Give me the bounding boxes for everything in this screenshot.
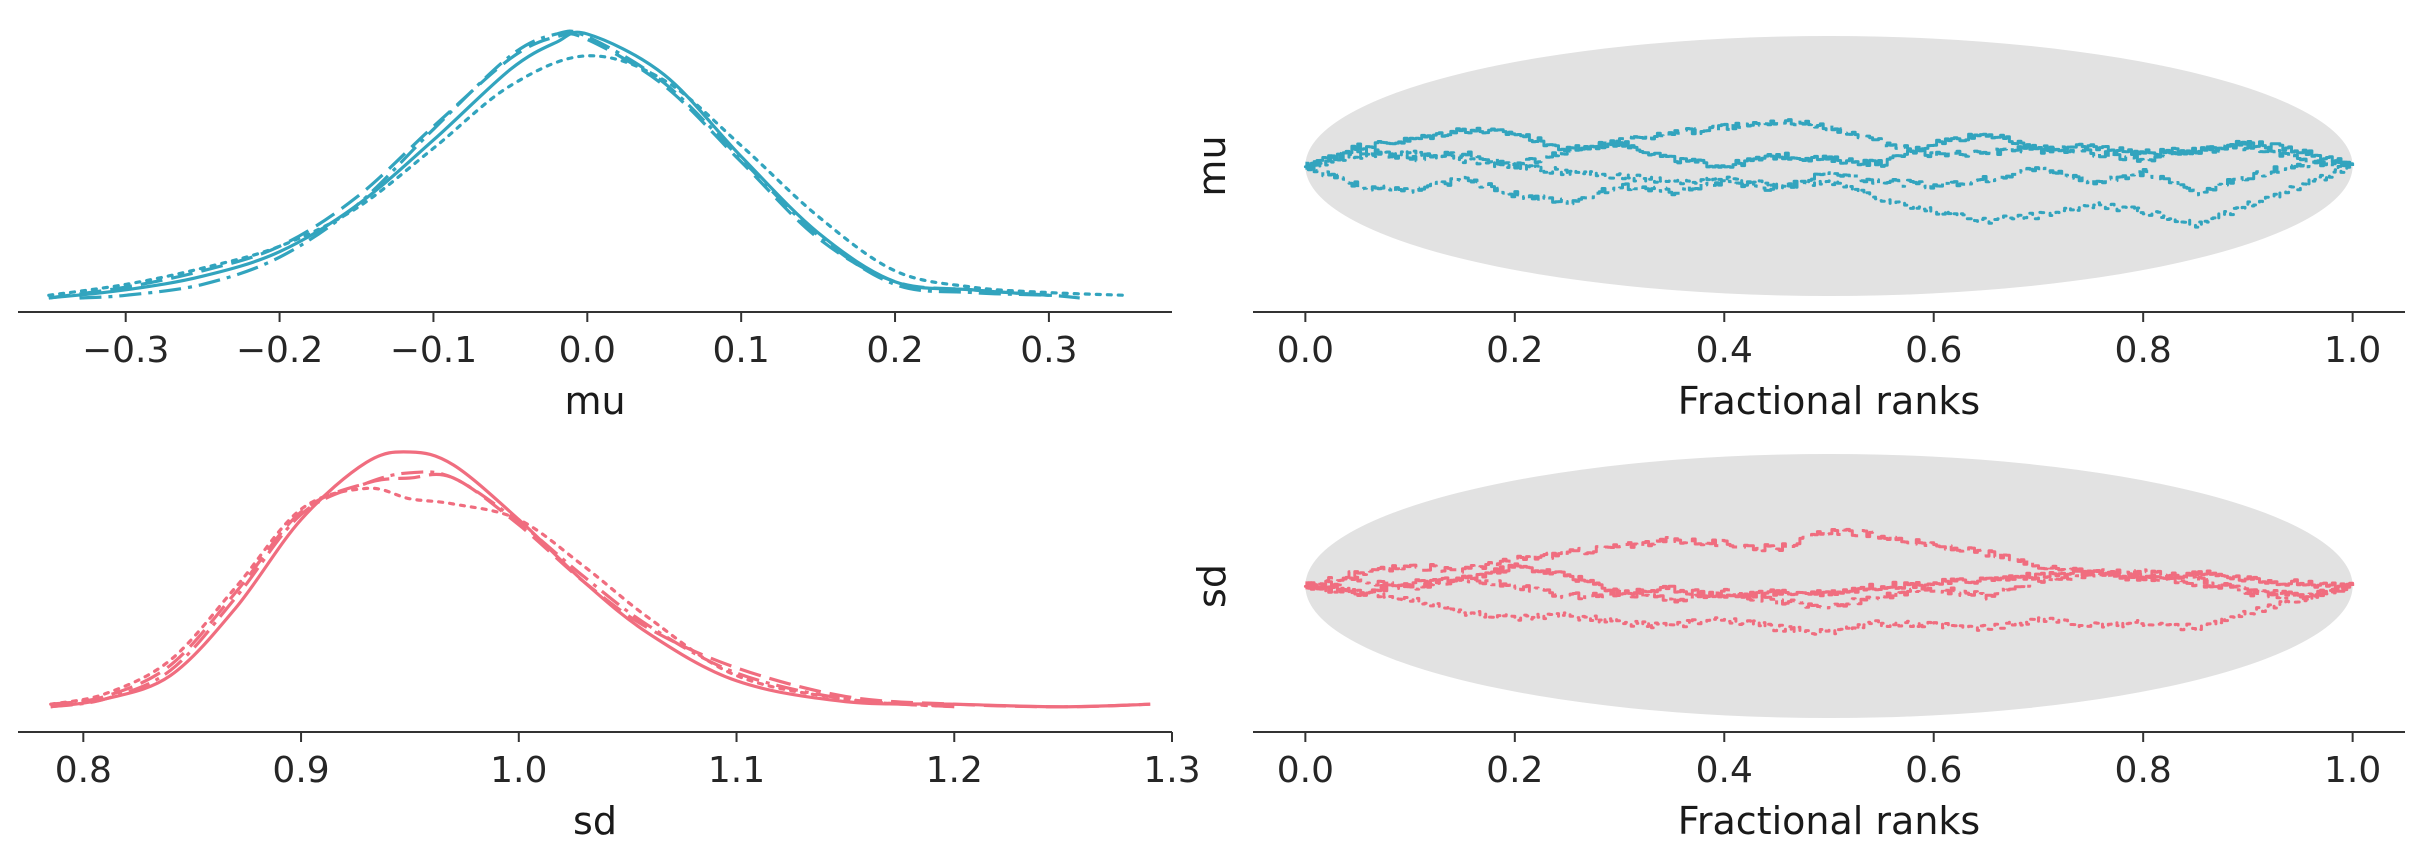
sd-rank-y-axis-label: sd	[1190, 564, 1234, 608]
mu-rank-x-tick-label: 1.0	[2324, 330, 2381, 371]
mu-rank-series-dashed	[1305, 118, 2355, 170]
mu-rank-x-axis-label: Fractional ranks	[1678, 379, 1980, 423]
sd-density-x-tick-label: 1.0	[490, 750, 547, 791]
mu-density-x-tick-label: 0.0	[559, 330, 616, 371]
mu-rank-y-axis-label: mu	[1190, 135, 1234, 196]
mu-rank-x-tick-label: 0.0	[1277, 330, 1334, 371]
mu-density-series-dotted	[47, 54, 1128, 297]
sd-density-series-solid	[50, 450, 1151, 709]
mu-density-series-dashed	[48, 32, 1050, 300]
mu-density-series-solid	[48, 30, 1050, 300]
sd-rank-x-tick-label: 0.6	[1905, 750, 1962, 791]
sd-rank-x-tick-label: 0.2	[1486, 750, 1543, 791]
sd-density-series-dashed	[50, 472, 1151, 709]
sd-rank-x-axis-label: Fractional ranks	[1678, 799, 1980, 843]
sd-density-x-tick-label: 1.3	[1143, 750, 1200, 791]
sd-density-plot: 0.8 0.9 1.0 1.1 1.2 1.3 sd	[18, 450, 1201, 843]
uniformity-band	[1305, 454, 2353, 718]
sd-density-series-dashdot	[50, 470, 955, 709]
sd-rank-x-tick-label: 0.8	[2115, 750, 2172, 791]
mu-rank-x-tick-label: 0.4	[1696, 330, 1753, 371]
mu-density-x-tick-label: 0.2	[866, 330, 923, 371]
sd-rank-series-dotted	[1303, 582, 2355, 636]
mu-density-x-tick-label: −0.1	[390, 330, 477, 371]
sd-rank-x-tick-label: 0.4	[1696, 750, 1753, 791]
mu-rank-x-tick-label: 0.2	[1486, 330, 1543, 371]
sd-density-series-dotted	[49, 486, 956, 709]
mu-density-plot: −0.3 −0.2 −0.1 0.0 0.1 0.2 0.3 mu	[18, 29, 1172, 423]
sd-rank-plot: 0.0 0.2 0.4 0.6 0.8 1.0 Fractional ranks sd	[1190, 454, 2405, 843]
sd-rank-series-dashed	[1305, 527, 2355, 600]
mu-rank-x-tick-label: 0.6	[1905, 330, 1962, 371]
sd-rank-x-tick-label: 1.0	[2324, 750, 2381, 791]
sd-rank-series-dashdot	[1305, 568, 2355, 610]
uniformity-band	[1305, 36, 2353, 296]
sd-density-x-tick-label: 1.2	[926, 750, 983, 791]
sd-rank-x-tick-label: 0.0	[1277, 750, 1334, 791]
mu-density-series-dashdot	[79, 29, 1080, 300]
mu-rank-x-tick-label: 0.8	[2115, 330, 2172, 371]
sd-density-x-tick-label: 0.8	[55, 750, 112, 791]
mu-density-x-tick-label: 0.1	[713, 330, 770, 371]
sd-density-x-tick-label: 0.9	[272, 750, 329, 791]
mu-density-x-tick-label: −0.3	[82, 330, 169, 371]
mu-density-x-tick-label: 0.3	[1020, 330, 1077, 371]
mu-density-x-tick-label: −0.2	[236, 330, 323, 371]
mu-density-x-axis-label: mu	[564, 379, 625, 423]
mu-rank-series-dotted	[1303, 148, 2355, 229]
mu-rank-series-dashdot	[1305, 159, 2355, 207]
mu-rank-plot: 0.0 0.2 0.4 0.6 0.8 1.0 Fractional ranks mu	[1190, 36, 2405, 423]
sd-density-x-axis-label: sd	[573, 799, 617, 843]
sd-density-x-tick-label: 1.1	[708, 750, 765, 791]
